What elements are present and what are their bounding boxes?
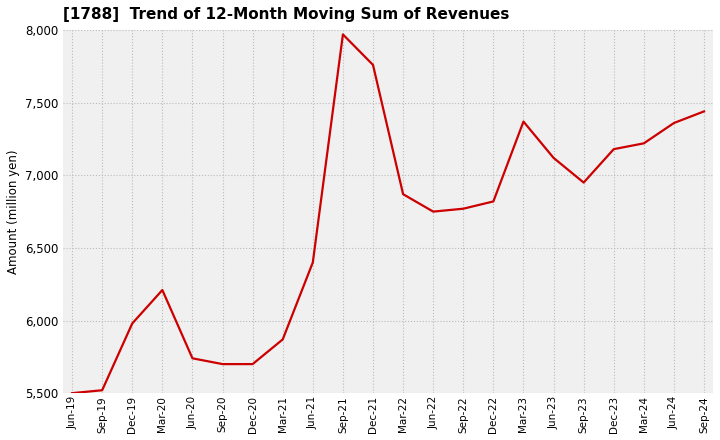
Y-axis label: Amount (million yen): Amount (million yen) <box>7 149 20 274</box>
Text: [1788]  Trend of 12-Month Moving Sum of Revenues: [1788] Trend of 12-Month Moving Sum of R… <box>63 7 510 22</box>
